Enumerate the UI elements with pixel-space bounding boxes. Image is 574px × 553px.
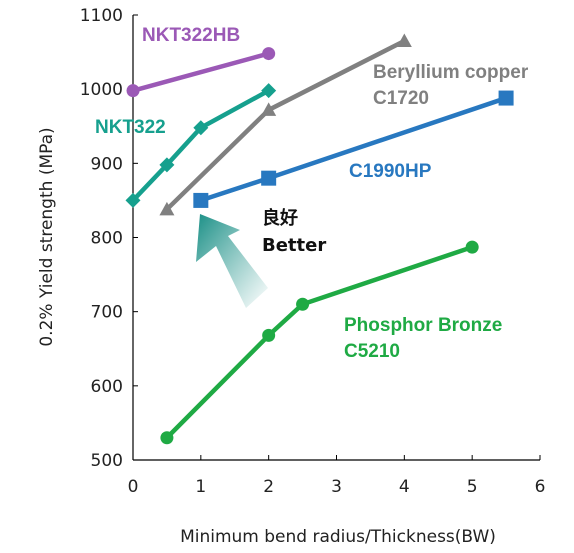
series-label-line: C5210 xyxy=(344,341,400,362)
series-label-nkt322: NKT322 xyxy=(95,117,166,138)
y-tick-label: 800 xyxy=(91,229,123,249)
series-label-line: C1720 xyxy=(373,88,429,109)
series-label-nkt322hb: NKT322HB xyxy=(142,25,240,46)
y-tick-label: 1100 xyxy=(80,6,123,26)
data-point-nkt322 xyxy=(261,83,277,99)
series-label-line: C1990HP xyxy=(349,161,432,182)
x-tick-label: 0 xyxy=(128,477,139,497)
better-label-line: Better xyxy=(262,235,326,256)
better-arrow-shape xyxy=(196,214,268,308)
data-point-beryllium-copper-c1720 xyxy=(159,201,175,216)
series-nkt322hb xyxy=(126,47,276,98)
data-point-nkt322hb xyxy=(126,84,140,98)
data-point-phosphor-bronze-c5210 xyxy=(262,328,276,342)
y-tick-label: 900 xyxy=(91,154,123,174)
better-label-line: 良好 xyxy=(262,207,298,229)
y-tick-label: 600 xyxy=(91,377,123,397)
series-label-line: Beryllium copper xyxy=(373,62,529,83)
series-c1990hp xyxy=(193,90,514,208)
y-tick-label: 500 xyxy=(91,451,123,471)
data-point-beryllium-copper-c1720 xyxy=(261,102,277,116)
y-tick-label: 700 xyxy=(91,303,123,323)
data-point-phosphor-bronze-c5210 xyxy=(465,240,479,254)
data-point-c1990hp xyxy=(193,192,209,208)
better-arrow xyxy=(196,214,268,308)
labels-layer: NKT322HB NKT322 Beryllium copper C1720 C1990… xyxy=(95,25,529,362)
x-tick-label: 4 xyxy=(399,477,410,497)
better-label: 良好 Better xyxy=(262,207,326,256)
data-point-phosphor-bronze-c5210 xyxy=(296,297,310,311)
x-tick-label: 2 xyxy=(263,477,274,497)
x-tick-label: 1 xyxy=(195,477,206,497)
series-label-c1990hp: C1990HP xyxy=(349,161,432,182)
data-point-nkt322 xyxy=(125,192,141,208)
series-line-phosphor-bronze-c5210 xyxy=(164,244,475,440)
data-point-c1990hp xyxy=(261,170,277,186)
data-point-c1990hp xyxy=(498,90,514,106)
x-axis-title: Minimum bend radius/Thickness(BW) xyxy=(180,527,496,547)
series-line-nkt322 xyxy=(130,88,271,203)
series-layer xyxy=(125,33,514,445)
axes: 500 600 700 800 900 1000 1100 0 1 2 3 4 5 6 Minimum be… xyxy=(37,6,545,547)
x-tick-label: 6 xyxy=(535,477,546,497)
series-label-line: NKT322HB xyxy=(142,25,240,46)
data-point-nkt322 xyxy=(159,157,175,173)
series-line-nkt322hb xyxy=(130,51,271,93)
series-beryllium-copper-c1720 xyxy=(159,33,412,216)
y-tick-label: 1000 xyxy=(80,80,123,100)
x-tick-label: 3 xyxy=(331,477,342,497)
data-point-nkt322 xyxy=(193,120,209,136)
series-label-phosphor-bronze-c5210: Phosphor Bronze C5210 xyxy=(344,315,502,362)
data-point-phosphor-bronze-c5210 xyxy=(160,431,174,445)
data-point-beryllium-copper-c1720 xyxy=(396,33,412,47)
data-point-nkt322hb xyxy=(262,47,276,61)
x-tick-label: 5 xyxy=(467,477,478,497)
series-label-line: Phosphor Bronze xyxy=(344,315,502,336)
series-nkt322 xyxy=(125,83,277,208)
series-line-c1990hp xyxy=(198,95,509,203)
y-axis-title: 0.2% Yield strength (MPa) xyxy=(37,127,57,346)
series-phosphor-bronze-c5210 xyxy=(160,240,479,445)
series-label-beryllium-copper-c1720: Beryllium copper C1720 xyxy=(373,62,529,109)
series-label-line: NKT322 xyxy=(95,117,166,138)
